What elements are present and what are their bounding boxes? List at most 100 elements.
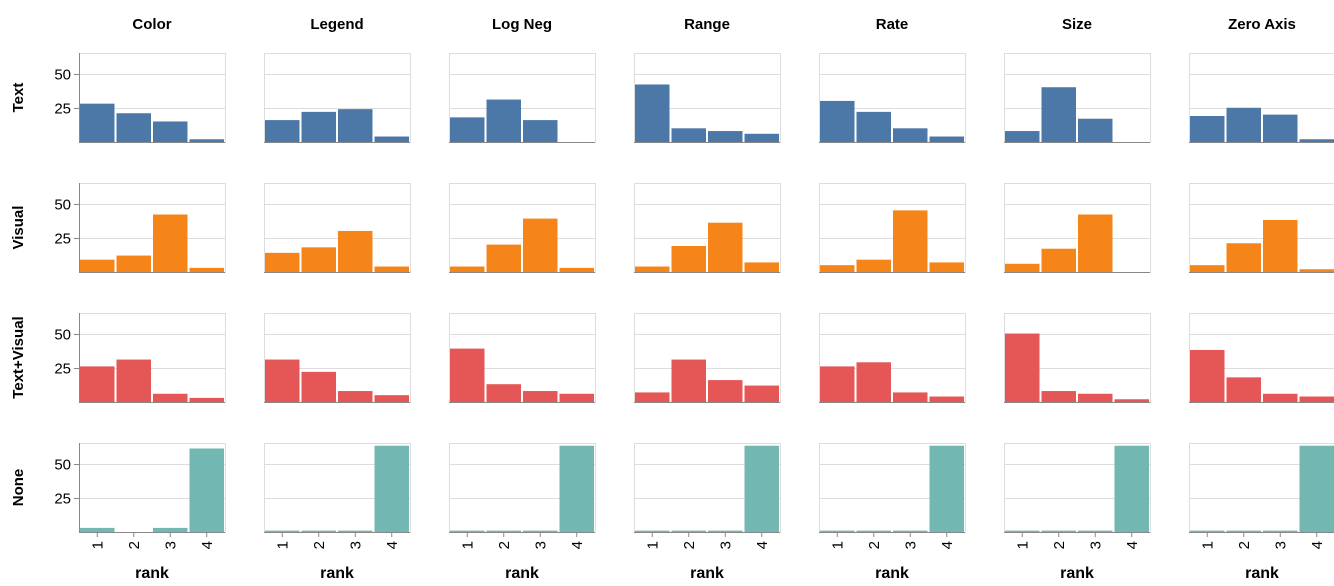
bar-text-visual-zero-axis-rank-2 bbox=[1226, 377, 1261, 402]
bar-text-visual-range-rank-1 bbox=[635, 392, 670, 402]
column-titles: Color Legend Log Neg Range Rate Size Zero Axis bbox=[132, 16, 1295, 33]
bar-text-range-rank-1 bbox=[635, 84, 670, 142]
x-axis-zero-axis: 1 2 3 4 rank bbox=[1199, 532, 1326, 582]
panel-text-visual-color: 25 50 bbox=[54, 313, 226, 403]
bar-text-rate-rank-1 bbox=[820, 100, 855, 142]
bar-none-zero-axis-rank-1 bbox=[1190, 530, 1225, 532]
x-axes: 1 2 3 4 rank 1 2 3 4 rank 1 2 3 4 rank 1 2 3 4 rank 1 2 3 4 rank… bbox=[89, 532, 1326, 582]
bar-visual-size-rank-2 bbox=[1041, 248, 1076, 272]
bar-none-zero-axis-rank-4 bbox=[1299, 445, 1334, 532]
x-tick-label-2: 2 bbox=[1236, 541, 1253, 549]
bar-text-visual-color-rank-2 bbox=[116, 359, 151, 402]
x-tick-label-2: 2 bbox=[311, 541, 328, 549]
panel-text-rate bbox=[819, 53, 966, 143]
row-title-text-visual: Text+Visual bbox=[10, 316, 27, 398]
bar-text-range-rank-4 bbox=[744, 133, 779, 142]
bar-text-legend-rank-1 bbox=[265, 120, 300, 142]
x-tick-label-2: 2 bbox=[1051, 541, 1068, 549]
y-tick-label-50: 50 bbox=[54, 457, 71, 474]
row-title-text: Text bbox=[10, 83, 27, 113]
bar-text-visual-zero-axis-rank-4 bbox=[1299, 396, 1334, 402]
bar-none-range-rank-4 bbox=[744, 445, 779, 532]
bar-text-visual-range-rank-4 bbox=[744, 385, 779, 402]
bar-text-visual-legend-rank-3 bbox=[338, 391, 373, 402]
column-title-size: Size bbox=[1062, 16, 1092, 33]
bar-visual-size-rank-1 bbox=[1005, 263, 1040, 272]
bar-visual-color-rank-3 bbox=[153, 214, 188, 272]
panel-none-legend bbox=[264, 443, 411, 533]
x-axis-log-neg: 1 2 3 4 rank bbox=[459, 532, 586, 582]
x-tick-label-1: 1 bbox=[1014, 541, 1031, 549]
row-titles: Text Visual Text+Visual None bbox=[10, 83, 27, 507]
panel-frame bbox=[1004, 53, 1151, 143]
bar-visual-range-rank-4 bbox=[744, 262, 779, 272]
x-axis-title: rank bbox=[505, 565, 539, 582]
bar-text-visual-rate-rank-3 bbox=[893, 392, 928, 402]
bar-text-visual-log-neg-rank-1 bbox=[450, 348, 485, 402]
bar-none-color-rank-4 bbox=[189, 448, 224, 532]
y-tick-label-25: 25 bbox=[54, 491, 71, 508]
bar-none-rate-rank-1 bbox=[820, 530, 855, 532]
bar-visual-range-rank-3 bbox=[708, 222, 743, 272]
column-title-range: Range bbox=[684, 16, 730, 33]
panel-visual-size bbox=[1004, 183, 1151, 273]
panel-text-visual-range bbox=[634, 313, 781, 403]
x-axis-size: 1 2 3 4 rank bbox=[1014, 532, 1141, 582]
bar-visual-legend-rank-4 bbox=[374, 266, 409, 272]
bar-visual-range-rank-1 bbox=[635, 266, 670, 272]
column-title-color: Color bbox=[132, 16, 171, 33]
bar-visual-log-neg-rank-1 bbox=[450, 266, 485, 272]
bar-text-log-neg-rank-1 bbox=[450, 117, 485, 142]
bar-text-visual-log-neg-rank-3 bbox=[523, 391, 558, 402]
bar-none-size-rank-4 bbox=[1114, 445, 1149, 532]
bar-visual-legend-rank-3 bbox=[338, 230, 373, 272]
y-tick-label-25: 25 bbox=[54, 361, 71, 378]
x-tick-label-2: 2 bbox=[126, 541, 143, 549]
y-tick-label-50: 50 bbox=[54, 67, 71, 84]
bar-text-visual-color-rank-4 bbox=[189, 397, 224, 402]
bar-none-rate-rank-3 bbox=[893, 530, 928, 532]
bar-text-color-rank-1 bbox=[80, 103, 115, 142]
panel-none-zero-axis bbox=[1189, 443, 1334, 533]
column-title-zero-axis: Zero Axis bbox=[1228, 16, 1296, 33]
bar-text-visual-rate-rank-2 bbox=[856, 362, 891, 402]
x-axis-title: rank bbox=[135, 565, 169, 582]
panel-text-visual-size bbox=[1004, 313, 1151, 403]
bar-text-rate-rank-3 bbox=[893, 128, 928, 142]
x-tick-label-4: 4 bbox=[384, 541, 401, 549]
bar-text-range-rank-3 bbox=[708, 131, 743, 142]
bar-text-visual-size-rank-3 bbox=[1078, 393, 1113, 402]
bar-visual-rate-rank-4 bbox=[929, 262, 964, 272]
row-title-none: None bbox=[10, 469, 27, 507]
bar-none-size-rank-2 bbox=[1041, 530, 1076, 532]
bar-visual-color-rank-1 bbox=[80, 259, 115, 272]
bar-none-rate-rank-4 bbox=[929, 445, 964, 532]
x-axis-rate: 1 2 3 4 rank bbox=[829, 532, 956, 582]
bar-visual-rate-rank-3 bbox=[893, 210, 928, 272]
panel-text-range bbox=[634, 53, 781, 143]
panel-frame bbox=[634, 183, 781, 273]
x-axis-color: 1 2 3 4 rank bbox=[89, 532, 216, 582]
x-tick-label-3: 3 bbox=[532, 541, 549, 549]
bar-text-visual-log-neg-rank-2 bbox=[486, 384, 521, 402]
x-axis-range: 1 2 3 4 rank bbox=[644, 532, 771, 582]
bar-text-visual-size-rank-2 bbox=[1041, 391, 1076, 402]
bar-text-zero-axis-rank-2 bbox=[1226, 107, 1261, 142]
bar-text-zero-axis-rank-3 bbox=[1263, 114, 1298, 142]
bar-text-zero-axis-rank-1 bbox=[1190, 115, 1225, 142]
x-tick-label-4: 4 bbox=[1124, 541, 1141, 549]
y-tick-label-50: 50 bbox=[54, 197, 71, 214]
bar-none-zero-axis-rank-3 bbox=[1263, 530, 1298, 532]
bar-text-size-rank-3 bbox=[1078, 118, 1113, 142]
panel-text-zero-axis bbox=[1189, 53, 1334, 143]
x-tick-label-3: 3 bbox=[347, 541, 364, 549]
bar-text-visual-color-rank-1 bbox=[80, 366, 115, 402]
bar-text-rate-rank-2 bbox=[856, 111, 891, 142]
panel-frame bbox=[449, 183, 596, 273]
bar-visual-zero-axis-rank-1 bbox=[1190, 265, 1225, 272]
bar-visual-log-neg-rank-2 bbox=[486, 244, 521, 272]
panel-visual-rate bbox=[819, 183, 966, 273]
y-tick-label-50: 50 bbox=[54, 327, 71, 344]
panel-frame bbox=[1189, 183, 1334, 273]
